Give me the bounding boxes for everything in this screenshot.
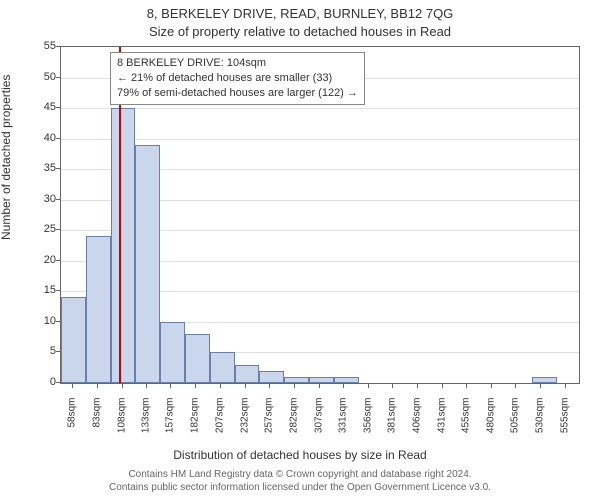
histogram-bar xyxy=(111,108,136,383)
x-tick-label: 381sqm xyxy=(387,398,398,442)
footer-line-2: Contains public sector information licen… xyxy=(0,481,600,494)
y-tick-mark xyxy=(56,138,60,139)
y-tick-mark xyxy=(56,290,60,291)
x-tick-mark xyxy=(515,384,516,388)
x-tick-mark xyxy=(72,384,73,388)
y-tick-mark xyxy=(56,321,60,322)
x-tick-mark xyxy=(442,384,443,388)
x-tick-label: 282sqm xyxy=(289,398,300,442)
x-tick-mark xyxy=(245,384,246,388)
x-tick-label: 207sqm xyxy=(214,398,225,442)
x-tick-label: 455sqm xyxy=(460,398,471,442)
y-tick-label: 25 xyxy=(34,223,56,235)
title-sub: Size of property relative to detached ho… xyxy=(0,24,600,39)
y-tick-mark xyxy=(56,260,60,261)
x-tick-mark xyxy=(319,384,320,388)
histogram-bar xyxy=(309,377,334,383)
y-tick-label: 0 xyxy=(34,376,56,388)
x-tick-mark xyxy=(417,384,418,388)
y-tick-mark xyxy=(56,46,60,47)
gridline xyxy=(61,139,579,140)
x-tick-label: 480sqm xyxy=(485,398,496,442)
y-tick-mark xyxy=(56,107,60,108)
x-tick-label: 83sqm xyxy=(91,398,102,442)
y-tick-label: 35 xyxy=(34,162,56,174)
y-tick-mark xyxy=(56,77,60,78)
info-line-1: 8 BERKELEY DRIVE: 104sqm xyxy=(117,56,358,71)
y-tick-mark xyxy=(56,199,60,200)
histogram-bar xyxy=(160,322,185,383)
x-tick-label: 58sqm xyxy=(66,398,77,442)
x-tick-mark xyxy=(565,384,566,388)
histogram-bar xyxy=(135,145,160,383)
histogram-bar xyxy=(185,334,210,383)
x-tick-mark xyxy=(392,384,393,388)
x-tick-mark xyxy=(220,384,221,388)
histogram-bar xyxy=(284,377,309,383)
y-tick-label: 50 xyxy=(34,71,56,83)
y-tick-label: 5 xyxy=(34,345,56,357)
title-main: 8, BERKELEY DRIVE, READ, BURNLEY, BB12 7… xyxy=(0,6,600,21)
chart-container: 8, BERKELEY DRIVE, READ, BURNLEY, BB12 7… xyxy=(0,0,600,500)
x-tick-label: 133sqm xyxy=(141,398,152,442)
info-line-3: 79% of semi-detached houses are larger (… xyxy=(117,86,358,101)
y-tick-label: 15 xyxy=(34,284,56,296)
x-tick-label: 505sqm xyxy=(510,398,521,442)
y-axis-label: Number of detached properties xyxy=(0,75,13,240)
y-tick-label: 20 xyxy=(34,254,56,266)
y-tick-mark xyxy=(56,351,60,352)
x-tick-label: 331sqm xyxy=(337,398,348,442)
histogram-bar xyxy=(259,371,284,383)
x-tick-mark xyxy=(343,384,344,388)
x-tick-mark xyxy=(540,384,541,388)
info-line-2: ← 21% of detached houses are smaller (33… xyxy=(117,71,358,86)
x-tick-mark xyxy=(195,384,196,388)
footer: Contains HM Land Registry data © Crown c… xyxy=(0,468,600,494)
y-tick-mark xyxy=(56,382,60,383)
x-tick-mark xyxy=(466,384,467,388)
x-tick-label: 307sqm xyxy=(314,398,325,442)
histogram-bar xyxy=(532,377,557,383)
y-tick-label: 10 xyxy=(34,315,56,327)
x-tick-mark xyxy=(170,384,171,388)
x-tick-label: 108sqm xyxy=(116,398,127,442)
y-tick-mark xyxy=(56,229,60,230)
x-tick-label: 356sqm xyxy=(362,398,373,442)
info-box: 8 BERKELEY DRIVE: 104sqm ← 21% of detach… xyxy=(110,52,365,105)
x-axis-label: Distribution of detached houses by size … xyxy=(0,448,600,462)
x-tick-label: 555sqm xyxy=(560,398,571,442)
histogram-bar xyxy=(61,297,86,383)
y-tick-label: 55 xyxy=(34,40,56,52)
x-tick-label: 257sqm xyxy=(264,398,275,442)
x-tick-mark xyxy=(122,384,123,388)
x-tick-label: 406sqm xyxy=(412,398,423,442)
x-tick-mark xyxy=(491,384,492,388)
gridline xyxy=(61,108,579,109)
x-tick-label: 431sqm xyxy=(437,398,448,442)
histogram-bar xyxy=(86,236,111,383)
x-tick-mark xyxy=(146,384,147,388)
x-tick-mark xyxy=(294,384,295,388)
x-tick-label: 232sqm xyxy=(239,398,250,442)
y-tick-label: 40 xyxy=(34,132,56,144)
histogram-bar xyxy=(334,377,359,383)
x-tick-label: 530sqm xyxy=(535,398,546,442)
y-tick-label: 45 xyxy=(34,101,56,113)
x-tick-mark xyxy=(269,384,270,388)
x-tick-label: 182sqm xyxy=(189,398,200,442)
x-tick-label: 157sqm xyxy=(165,398,176,442)
histogram-bar xyxy=(235,365,260,383)
y-tick-label: 30 xyxy=(34,193,56,205)
footer-line-1: Contains HM Land Registry data © Crown c… xyxy=(0,468,600,481)
x-tick-mark xyxy=(97,384,98,388)
x-tick-mark xyxy=(368,384,369,388)
histogram-bar xyxy=(210,352,235,383)
y-tick-mark xyxy=(56,168,60,169)
